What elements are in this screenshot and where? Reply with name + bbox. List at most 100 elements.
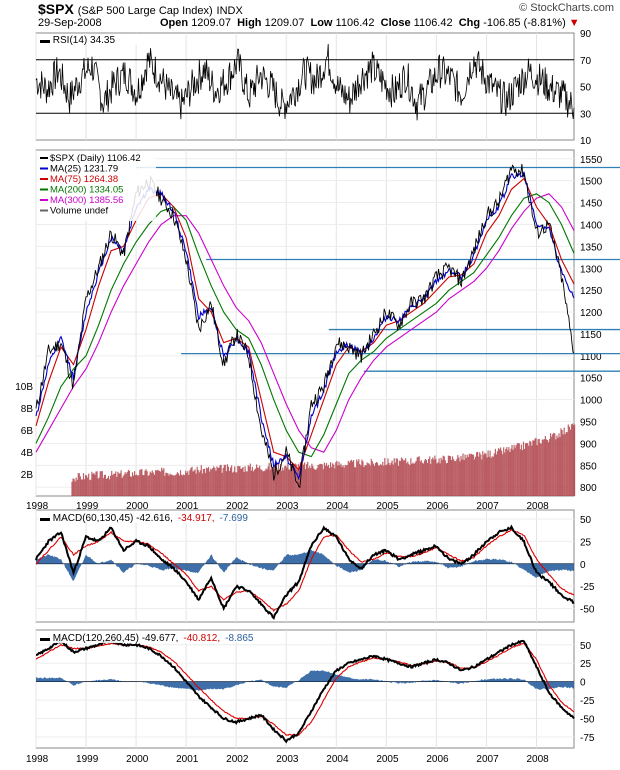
volume-bar: [244, 466, 246, 496]
volume-bar: [240, 469, 242, 496]
volume-bar: [237, 466, 239, 496]
volume-bar: [360, 465, 362, 496]
volume-bar: [457, 455, 459, 496]
brand-label[interactable]: © StockCharts.com: [519, 2, 614, 14]
volume-bar: [274, 463, 276, 496]
volume-bar: [218, 467, 220, 496]
volume-bar: [376, 462, 379, 496]
volume-bar: [119, 473, 121, 496]
volume-bar: [458, 457, 460, 496]
volume-bar: [109, 479, 111, 496]
volume-bar: [85, 474, 87, 496]
macd-60-130-tick-label: 50: [580, 515, 592, 526]
macd-120-260-histogram: [36, 670, 574, 691]
volume-bar: [333, 464, 335, 496]
volume-bar: [253, 469, 256, 496]
volume-bar: [144, 470, 146, 496]
volume-bar: [414, 462, 416, 496]
volume-bar: [473, 459, 476, 496]
volume-bar: [378, 465, 380, 496]
volume-bar: [201, 473, 203, 496]
volume-bar: [441, 459, 443, 496]
volume-bar: [124, 472, 126, 496]
price-tick-label: 800: [580, 483, 597, 494]
volume-bar: [97, 478, 99, 496]
x-axis-label: 2000: [126, 501, 149, 512]
volume-bar: [166, 472, 168, 496]
price-tick-label: 1550: [580, 155, 603, 166]
volume-bar: [349, 460, 351, 496]
volume-bar: [320, 464, 322, 496]
x-axis-label: 1999: [76, 501, 99, 512]
x-axis-label-bottom: 2007: [476, 754, 499, 765]
volume-bar: [345, 465, 347, 496]
x-axis-label: 1998: [26, 501, 49, 512]
volume-bar: [276, 470, 278, 496]
volume-bar: [285, 465, 287, 496]
volume-bar: [409, 465, 411, 496]
volume-bar: [170, 474, 172, 496]
volume-bar: [252, 471, 255, 496]
volume-bar: [271, 468, 273, 496]
volume-bar: [338, 461, 340, 496]
volume-bar: [204, 472, 207, 496]
volume-bar: [480, 454, 482, 496]
volume-bar: [502, 454, 504, 496]
volume-bar: [489, 450, 491, 496]
volume-bar: [163, 468, 165, 496]
volume-bar: [574, 424, 576, 496]
volume-bar: [397, 465, 399, 496]
volume-bar: [384, 458, 386, 496]
macd-120-260-legend-entry: -40.812,: [183, 633, 220, 644]
volume-bar: [105, 479, 108, 496]
volume-bar: [146, 471, 148, 496]
volume-bar: [564, 433, 566, 496]
volume-bar: [476, 452, 478, 496]
volume-bar: [419, 461, 421, 496]
price-tick-label: 1250: [580, 286, 603, 297]
rsi-tick-label: 30: [580, 109, 592, 120]
volume-bar: [203, 468, 206, 496]
volume-bar: [465, 457, 467, 496]
volume-bar: [428, 459, 430, 496]
volume-bar: [94, 474, 96, 496]
volume-bar: [322, 469, 324, 496]
volume-bar: [224, 464, 226, 496]
volume-bar: [496, 451, 498, 496]
volume-bar: [404, 460, 406, 496]
volume-bar: [153, 474, 155, 496]
volume-bar: [443, 456, 445, 496]
volume-bar: [190, 467, 192, 496]
macd-60-130-legend-entry: -7.699: [220, 513, 249, 524]
volume-bar: [282, 467, 284, 496]
volume-bar: [179, 470, 182, 496]
macd-60-130-macd-line: [35, 524, 575, 620]
volume-bar: [318, 464, 320, 496]
x-axis-label: 2005: [376, 501, 399, 512]
x-axis-label-bottom: 1998: [26, 754, 49, 765]
volume-bar: [98, 477, 100, 496]
volume-bar: [559, 437, 561, 496]
volume-bar: [314, 469, 316, 496]
volume-bar: [471, 454, 473, 496]
volume-bar: [295, 464, 297, 496]
volume-bar: [107, 475, 110, 496]
volume-bar: [324, 465, 326, 496]
volume-bar: [413, 463, 415, 496]
volume-bar: [202, 469, 204, 496]
volume-bar: [87, 477, 89, 496]
volume-bar: [234, 466, 236, 496]
volume-bar: [350, 459, 353, 496]
volume-bar: [235, 472, 237, 496]
volume-bar: [469, 454, 471, 496]
volume-bar: [113, 473, 115, 496]
volume-bar: [212, 467, 214, 496]
volume-bar: [309, 466, 311, 496]
volume-bar: [418, 456, 420, 496]
macd-120-260-tick-label: 50: [580, 641, 592, 652]
volume-bar: [558, 433, 560, 496]
volume-bar: [483, 454, 485, 496]
volume-bar: [269, 469, 271, 496]
volume-bar: [327, 464, 330, 496]
volume-bar: [262, 471, 264, 496]
